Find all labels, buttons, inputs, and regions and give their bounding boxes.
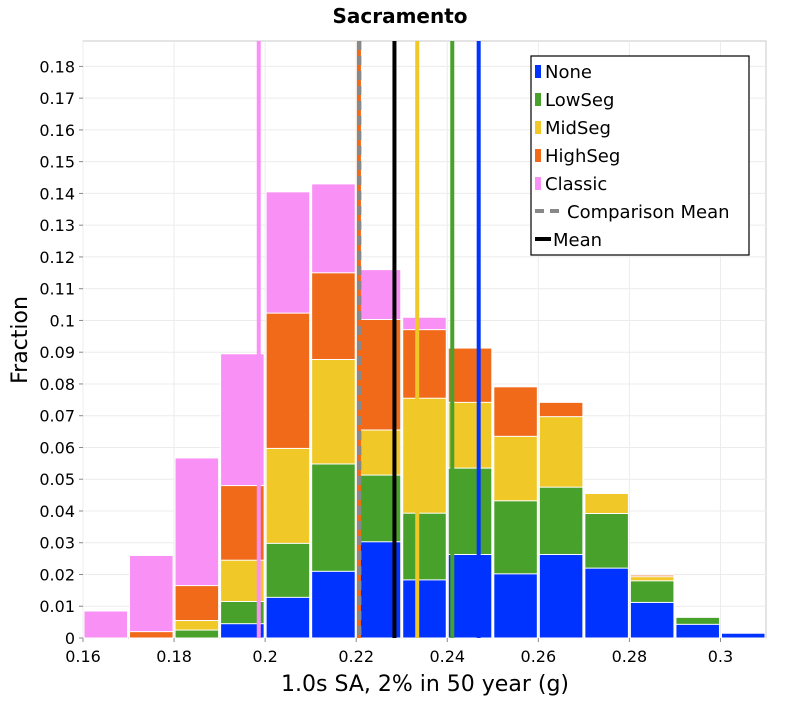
y-tick-label: 0.1 <box>50 311 75 330</box>
y-tick-label: 0.14 <box>39 184 75 203</box>
legend-box <box>530 55 750 256</box>
bar-none <box>402 579 447 639</box>
legend-label: HighSeg <box>545 146 620 167</box>
y-tick-label: 0.12 <box>39 248 75 267</box>
x-tick-label: 0.22 <box>338 647 374 666</box>
x-tick-label: 0.18 <box>156 647 192 666</box>
legend-swatch-none <box>535 65 541 78</box>
bar-none <box>538 553 584 639</box>
bar-none <box>220 623 265 639</box>
bar-none <box>720 632 766 639</box>
legend-swatch-lowseg <box>535 93 541 106</box>
legend-swatch-midseg <box>535 121 541 134</box>
bar-none <box>675 623 720 639</box>
y-tick-label: 0.13 <box>39 216 75 235</box>
y-tick-label: 0.05 <box>39 470 75 489</box>
y-tick-label: 0.02 <box>39 565 75 584</box>
legend-label: Comparison Mean <box>567 202 730 223</box>
y-tick-label: 0.03 <box>39 534 75 553</box>
y-tick-label: 0 <box>65 629 75 648</box>
legend-label: Mean <box>553 230 602 251</box>
y-tick-label: 0.06 <box>39 438 75 457</box>
y-tick-label: 0.15 <box>39 153 75 172</box>
bar-highseg <box>129 631 174 639</box>
y-tick-label: 0.16 <box>39 121 75 140</box>
x-tick-label: 0.2 <box>252 647 277 666</box>
mean-lines-layer <box>256 41 481 638</box>
legend-swatch-classic <box>535 177 541 190</box>
x-tick-label: 0.26 <box>521 647 557 666</box>
y-tick-label: 0.11 <box>39 280 75 299</box>
bar-lowseg <box>174 629 220 639</box>
bar-classic <box>83 610 129 639</box>
legend: None LowSeg MidSeg HighSeg Classic Comparison… <box>530 55 750 256</box>
y-tick-label: 0.09 <box>39 343 75 362</box>
y-tick-label: 0.08 <box>39 375 75 394</box>
chart-title: Sacramento <box>332 4 467 28</box>
axes-layer: 0 0.01 0.02 0.03 0.04 0.05 0.06 0.07 0.08 0.09 0.1… <box>39 57 733 666</box>
legend-label: MidSeg <box>545 118 611 139</box>
bar-none <box>493 573 538 639</box>
bar-classic <box>129 554 174 639</box>
bar-none <box>584 567 629 639</box>
legend-label: Classic <box>545 174 607 195</box>
x-tick-label: 0.16 <box>65 647 101 666</box>
y-tick-label: 0.04 <box>39 502 75 521</box>
y-tick-label: 0.01 <box>39 597 75 616</box>
bar-none <box>311 570 356 639</box>
legend-swatch-highseg <box>535 149 541 162</box>
bar-none <box>265 596 311 639</box>
y-tick-label: 0.18 <box>39 57 75 76</box>
x-tick-label: 0.28 <box>612 647 648 666</box>
y-axis-title: Fraction <box>8 296 33 384</box>
y-tick-label: 0.17 <box>39 89 75 108</box>
x-axis-title: 1.0s SA, 2% in 50 year (g) <box>281 672 569 697</box>
legend-label: LowSeg <box>545 90 614 111</box>
bar-none <box>629 601 675 639</box>
y-tick-label: 0.07 <box>39 407 75 426</box>
legend-items: None LowSeg MidSeg HighSeg Classic Comparison… <box>535 62 730 251</box>
legend-label: None <box>545 62 592 83</box>
x-tick-label: 0.24 <box>429 647 465 666</box>
bar-none <box>447 553 493 639</box>
x-tick-label: 0.3 <box>708 647 733 666</box>
